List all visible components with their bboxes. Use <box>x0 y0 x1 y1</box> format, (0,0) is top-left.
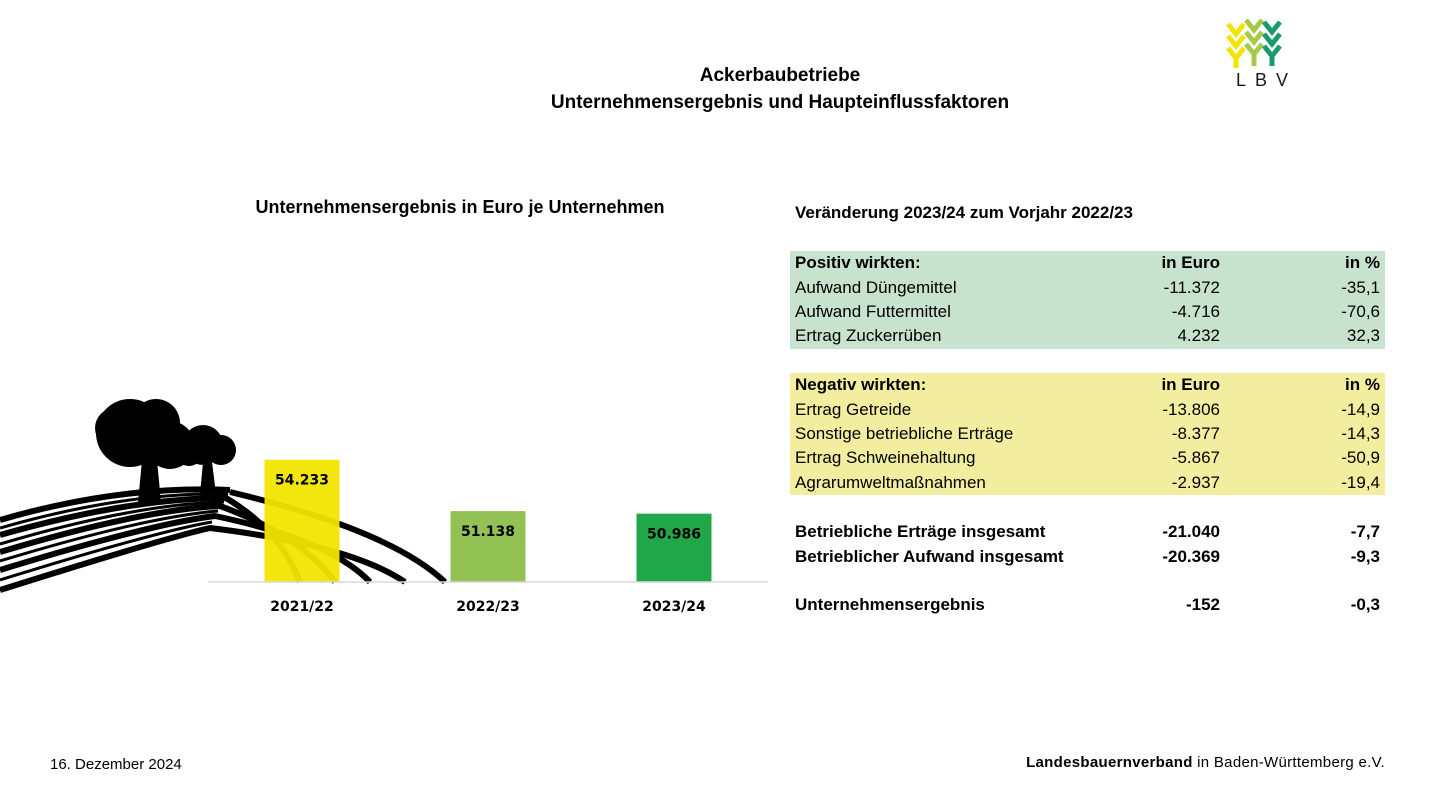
row-euro: -21.040 <box>1162 522 1220 542</box>
row-label: Ertrag Schweinehaltung <box>795 448 976 468</box>
footer-organization: Landesbauernverband in Baden-Württemberg… <box>1026 754 1385 771</box>
row-percent: -14,3 <box>1341 423 1380 443</box>
row-euro: -2.937 <box>1171 472 1220 492</box>
bar-value-label: 51.138 <box>461 524 515 540</box>
row-euro: -8.377 <box>1171 423 1220 443</box>
footer-org-rest: in Baden-Württemberg e.V. <box>1192 754 1385 771</box>
negative-factors-table: Negativ wirkten: in Euro in % Ertrag Get… <box>790 373 1385 495</box>
totals-row-ertraege: Betriebliche Erträge insgesamt -21.040 -… <box>790 520 1385 544</box>
x-tick-label: 2022/23 <box>456 599 520 615</box>
row-euro: -4.716 <box>1171 301 1220 321</box>
footer-org-bold: Landesbauernverband <box>1026 754 1193 771</box>
table-row: Ertrag Schweinehaltung -5.867 -50,9 <box>790 446 1385 470</box>
bar-value-label: 50.986 <box>647 527 701 543</box>
result-row: Unternehmensergebnis -152 -0,3 <box>790 593 1385 617</box>
x-tick-label: 2021/22 <box>270 599 334 615</box>
table-row: Agrarumweltmaßnahmen -2.937 -19,4 <box>790 471 1385 495</box>
row-percent: -7,7 <box>1350 522 1380 542</box>
row-percent: -9,3 <box>1350 546 1380 566</box>
row-euro: 4.232 <box>1177 326 1220 346</box>
table-row: Ertrag Zuckerrüben 4.232 32,3 <box>790 324 1385 348</box>
table-title: Veränderung 2023/24 zum Vorjahr 2022/23 <box>795 203 1133 222</box>
title-line-1: Ackerbaubetriebe <box>699 65 861 86</box>
lbv-logo-icon <box>1226 18 1282 68</box>
positive-header-percent: in % <box>1345 253 1380 273</box>
table-row: Sonstige betriebliche Erträge -8.377 -14… <box>790 422 1385 446</box>
positive-header-euro: in Euro <box>1161 253 1220 273</box>
positive-factors-table: Positiv wirkten: in Euro in % Aufwand Dü… <box>790 251 1385 349</box>
row-percent: -19,4 <box>1341 472 1380 492</box>
positive-header-row: Positiv wirkten: in Euro in % <box>790 251 1385 275</box>
bar-2021-22 <box>264 459 340 582</box>
chart-title: Unternehmensergebnis in Euro je Unterneh… <box>255 197 665 217</box>
row-label: Ertrag Getreide <box>795 399 912 419</box>
row-label: Agrarumweltmaßnahmen <box>795 472 986 492</box>
bars-group: 54.233 51.138 50.986 <box>264 459 712 582</box>
row-euro: -5.867 <box>1171 448 1220 468</box>
table-row: Ertrag Getreide -13.806 -14,9 <box>790 397 1385 421</box>
bar-2022-23 <box>450 511 526 582</box>
row-percent: -35,1 <box>1341 277 1380 297</box>
row-label: Betrieblicher Aufwand insgesamt <box>795 546 1064 566</box>
row-euro: -20.369 <box>1162 546 1220 566</box>
negative-header-euro: in Euro <box>1161 375 1220 395</box>
bar-chart: 54.233 51.138 50.986 2021/22 2022/23 2023/24 <box>0 399 768 615</box>
totals-row-aufwand: Betrieblicher Aufwand insgesamt -20.369 … <box>790 544 1385 568</box>
positive-header-label: Positiv wirkten: <box>795 253 921 273</box>
row-percent: -70,6 <box>1341 301 1380 321</box>
table-row: Aufwand Düngemittel -11.372 -35,1 <box>790 275 1385 299</box>
row-label: Ertrag Zuckerrüben <box>795 326 942 346</box>
row-label: Unternehmensergebnis <box>795 595 985 615</box>
negative-header-percent: in % <box>1345 375 1380 395</box>
landscape-illustration <box>0 399 448 593</box>
row-euro: -11.372 <box>1163 277 1220 297</box>
row-percent: -14,9 <box>1341 399 1380 419</box>
row-percent: -0,3 <box>1350 595 1380 615</box>
title-line-2: Unternehmensergebnis und Haupteinflussfa… <box>550 92 1010 113</box>
bar-2023-24 <box>636 513 712 582</box>
bar-value-label: 54.233 <box>275 473 329 489</box>
row-percent: -50,9 <box>1341 448 1380 468</box>
x-tick-labels: 2021/22 2022/23 2023/24 <box>270 599 706 615</box>
slide-title: Ackerbaubetriebe Unternehmensergebnis un… <box>330 62 1230 116</box>
row-label: Betriebliche Erträge insgesamt <box>795 522 1046 542</box>
row-label: Aufwand Düngemittel <box>795 277 957 297</box>
footer-date: 16. Dezember 2024 <box>50 756 182 773</box>
row-euro: -152 <box>1185 595 1220 615</box>
table-row: Aufwand Futtermittel -4.716 -70,6 <box>790 300 1385 324</box>
logo-text: LBV <box>1236 70 1298 90</box>
result-table: Unternehmensergebnis -152 -0,3 <box>790 593 1385 617</box>
negative-header-label: Negativ wirkten: <box>795 375 927 395</box>
x-tick-label: 2023/24 <box>642 599 706 615</box>
row-percent: 32,3 <box>1346 326 1380 346</box>
negative-header-row: Negativ wirkten: in Euro in % <box>790 373 1385 397</box>
row-label: Aufwand Futtermittel <box>795 301 951 321</box>
row-label: Sonstige betriebliche Erträge <box>795 423 1014 443</box>
totals-table: Betriebliche Erträge insgesamt -21.040 -… <box>790 520 1385 569</box>
row-euro: -13.806 <box>1162 399 1220 419</box>
